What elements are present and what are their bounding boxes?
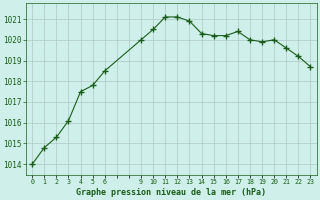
- X-axis label: Graphe pression niveau de la mer (hPa): Graphe pression niveau de la mer (hPa): [76, 188, 266, 197]
